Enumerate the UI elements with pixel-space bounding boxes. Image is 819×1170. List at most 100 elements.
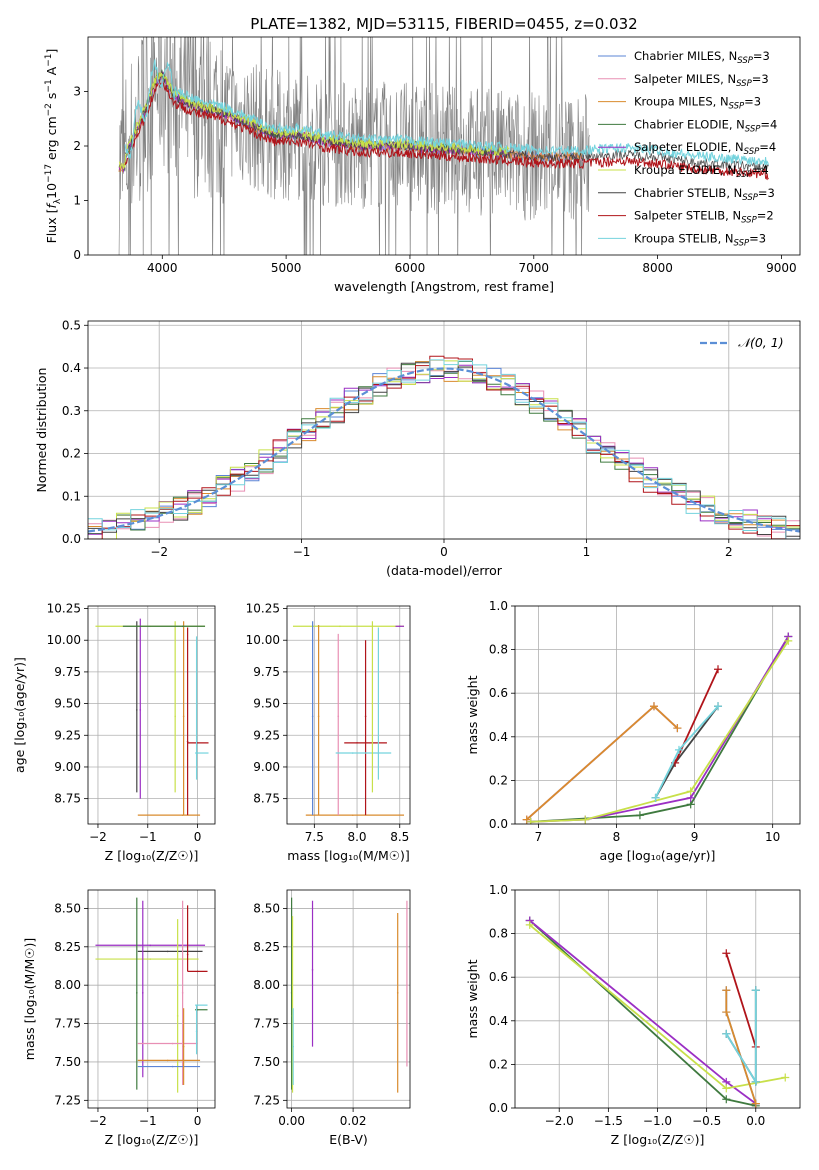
x-tick-label: −1	[293, 545, 311, 559]
series-marker	[635, 811, 644, 820]
legend-label: Kroupa ELODIE, NSSP=4	[634, 163, 769, 180]
y-axis-label-part: −1	[44, 79, 54, 92]
y-tick-label: 0.3	[62, 404, 81, 418]
y-tick-label: 8.25	[54, 940, 81, 954]
axes-frame	[514, 889, 801, 1109]
plot-area	[95, 897, 208, 1093]
plot-area	[290, 897, 408, 1093]
y-tick-label: 10.00	[47, 633, 81, 647]
legend-label-n: =4	[752, 163, 769, 177]
data-point	[351, 752, 354, 754]
x-tick-label: −0.5	[692, 1114, 721, 1128]
series-line	[529, 919, 757, 1105]
legend-label: Salpeter ELODIE, NSSP=4	[634, 140, 776, 157]
y-axis-label-part: λ	[53, 198, 63, 204]
y-tick-label: 7.75	[54, 1017, 81, 1031]
y-axis-label-part: f	[44, 203, 59, 209]
y-tick-label: 9.75	[54, 665, 81, 679]
y-tick-label: 8.00	[54, 978, 81, 992]
axes-frame	[87, 889, 216, 1109]
legend-label-n: =3	[758, 186, 775, 200]
legend: 𝒩(0, 1)	[700, 335, 784, 350]
panel-weight_vs_age: 7 8 9 10 0.0 0.2 0.4 0.6 0.8 1.0 age [log₁₀(age/yr…	[465, 599, 801, 863]
series-marker	[722, 1029, 731, 1038]
y-tick-label: 8.25	[253, 940, 280, 954]
data-point	[174, 715, 176, 718]
series-line	[526, 705, 679, 821]
y-axis-label-part: Flux [	[44, 209, 59, 244]
data-point	[364, 715, 367, 718]
x-tick-label: 0	[194, 830, 202, 844]
panel-mass_vs_Z: −2 −1 0 7.25 7.50 7.75 8.00 8.25 8.50 Z [log₁₀(Z/…	[22, 889, 216, 1147]
y-tick-label: 1	[73, 194, 81, 208]
x-axis-label: Z [log₁₀(Z/Z☉)]	[611, 1132, 705, 1147]
y-axis-label-part: A	[44, 66, 59, 79]
axes-frame	[286, 605, 411, 825]
data-point	[186, 740, 189, 743]
model-line-kroupa_stelib	[124, 59, 769, 166]
series-line	[725, 990, 757, 1085]
y-tick-label: 0.4	[489, 1014, 508, 1028]
legend-label: Kroupa MILES, NSSP=3	[634, 95, 761, 112]
series-marker	[722, 986, 731, 995]
panel-age_vs_mass: 7.5 8.0 8.5 8.75 9.00 9.25 9.50 9.75 10.00 10.25 m…	[246, 602, 411, 863]
x-tick-label: 8.0	[347, 830, 366, 844]
y-tick-label: 0.5	[62, 318, 81, 332]
data-point	[182, 715, 185, 718]
data-point	[196, 970, 199, 973]
legend-label-sub: SSP	[729, 102, 745, 112]
series-marker	[722, 949, 731, 958]
legend-label-sub: SSP	[736, 170, 752, 180]
legend-label: Salpeter MILES, NSSP=3	[634, 72, 769, 89]
y-axis-label-part: −1	[44, 53, 54, 66]
y-tick-label: 0.2	[489, 773, 508, 787]
legend-label-sub: SSP	[737, 56, 753, 66]
series-marker	[581, 815, 590, 824]
legend-label-sub: SSP	[742, 193, 758, 203]
y-tick-label: 9.75	[253, 665, 280, 679]
series-line	[530, 636, 790, 823]
legend-label-sub: SSP	[734, 238, 750, 248]
axes-frame	[514, 605, 801, 825]
y-tick-label: 7.25	[253, 1093, 280, 1107]
data-point	[166, 1059, 169, 1062]
y-tick-label: 0.0	[489, 817, 508, 831]
legend-label-text: Salpeter MILES, N	[634, 72, 736, 86]
y-tick-label: 10.00	[246, 633, 280, 647]
data-point	[396, 992, 399, 994]
series-marker	[781, 1073, 790, 1082]
data-point	[166, 950, 169, 953]
legend-label-sub: SSP	[736, 79, 752, 89]
x-tick-label: 7	[535, 830, 543, 844]
series-line	[725, 990, 757, 1104]
y-tick-label: 8.00	[253, 978, 280, 992]
y-tick-label: 10.25	[47, 602, 81, 616]
legend-label-n: =2	[757, 209, 774, 223]
y-tick-label: 9.25	[253, 728, 280, 742]
x-tick-label: 10	[765, 830, 780, 844]
y-tick-label: 9.50	[54, 697, 81, 711]
data-point	[181, 625, 184, 628]
data-point	[311, 715, 314, 718]
data-point	[337, 715, 340, 718]
series-line	[530, 640, 790, 823]
panel-mass_vs_ebv: 0.00 0.02 7.25 7.50 7.75 8.00 8.25 8.50 E(B-V)	[253, 889, 411, 1147]
data-point	[292, 1045, 294, 1048]
series-marker	[674, 745, 683, 754]
legend-label-text: Salpeter STELIB, N	[634, 209, 741, 223]
model-line-salpeter_stelib	[124, 79, 769, 181]
legend-label-text: Kroupa STELIB, N	[634, 231, 734, 245]
plot-area	[95, 618, 209, 816]
y-tick-label: 0.6	[489, 686, 508, 700]
x-tick-label: 7.5	[305, 830, 324, 844]
legend-label-sub: SSP	[741, 216, 757, 226]
legend-label: 𝒩(0, 1)	[738, 335, 784, 350]
series-marker	[686, 787, 695, 796]
x-tick-label: −1	[139, 830, 157, 844]
data-point	[186, 953, 189, 956]
series-marker	[525, 920, 534, 929]
legend-label-n: =4	[760, 117, 777, 131]
data-point	[149, 958, 152, 960]
data-point	[195, 1030, 198, 1033]
